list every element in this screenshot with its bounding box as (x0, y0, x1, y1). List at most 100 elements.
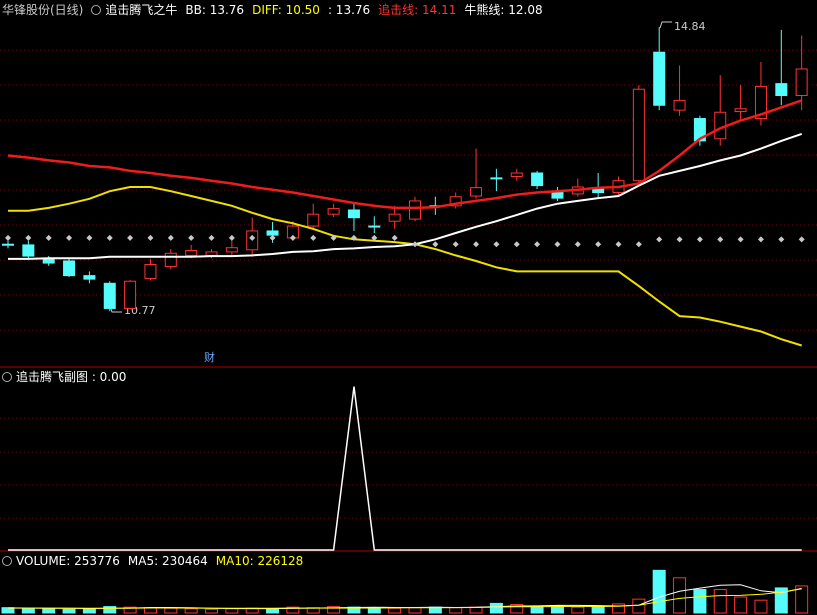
legend-item: 牛熊线: 12.08 (464, 3, 543, 17)
volume-bar (591, 606, 605, 614)
guides (0, 49, 817, 519)
dot (208, 234, 215, 241)
dot (656, 236, 663, 243)
volume-bar (408, 607, 422, 614)
volume-bar (713, 589, 727, 614)
high-label: 14.84 (674, 20, 706, 33)
volume-bar (388, 607, 402, 614)
dot (188, 234, 195, 241)
candle-body (510, 172, 523, 177)
dot (513, 241, 520, 248)
candle-body (103, 282, 116, 309)
volume-bar (82, 608, 96, 614)
indicator-line (8, 132, 803, 260)
dot (310, 234, 317, 241)
dot (330, 234, 337, 241)
candle-body (409, 200, 421, 220)
volume-bar (21, 607, 35, 614)
candle-body (653, 51, 666, 106)
candle-body (205, 251, 218, 256)
dot (86, 234, 93, 241)
dot (106, 234, 113, 241)
dot (371, 234, 378, 241)
dot (269, 234, 276, 241)
dot (45, 234, 52, 241)
candle-body (2, 243, 14, 246)
volume-header: VOLUME: 253776 MA5: 230464 MA10: 226128 (2, 554, 303, 568)
candle-body (63, 260, 76, 277)
indicator-name: 追击腾飞之牛 (105, 3, 178, 17)
annotation-arrow (659, 21, 672, 29)
signal-line (8, 386, 802, 551)
candle-body (388, 213, 401, 222)
candle-body (124, 280, 137, 309)
dot (228, 234, 235, 241)
dot (696, 236, 703, 243)
dot (574, 241, 581, 248)
candle-body (42, 258, 55, 264)
dot (432, 241, 439, 248)
dot (534, 241, 541, 248)
dot (167, 234, 174, 241)
dot (554, 241, 561, 248)
dot (778, 236, 785, 243)
candle-body (673, 99, 686, 111)
volume-bar (652, 569, 666, 614)
legend-item: BB: 13.76 (185, 3, 245, 17)
indicator-line (8, 186, 802, 347)
volume-bar (774, 587, 788, 614)
legend-item: VOLUME: 253776 (16, 554, 120, 568)
volume-bar (489, 602, 503, 614)
dot (452, 241, 459, 248)
dot (798, 236, 805, 243)
dot (737, 236, 744, 243)
dot (350, 234, 357, 241)
candle-body (470, 187, 483, 197)
dot (66, 234, 73, 241)
dot (473, 241, 480, 248)
candle-body (795, 68, 808, 96)
volume-bar (795, 585, 809, 614)
dot (717, 236, 724, 243)
dot (391, 234, 398, 241)
volume-bar (123, 606, 137, 614)
volume-bar (205, 608, 218, 614)
dot (757, 236, 764, 243)
volume-ma (7, 588, 802, 609)
main-header: 华锋股份(日线) 追击腾飞之牛 BB: 13.76 DIFF: 10.50: 13… (2, 3, 543, 17)
volume-bar (510, 603, 524, 614)
volume-bar (286, 606, 300, 614)
dot (676, 236, 683, 243)
legend-item: 追击线: 14.11 (378, 3, 457, 17)
finance-marker[interactable]: 财 (204, 350, 215, 364)
candle-body (734, 108, 747, 113)
dot (25, 234, 32, 241)
volume-bar (449, 607, 463, 614)
candle-body (327, 208, 340, 215)
candle-body (225, 247, 238, 253)
candle-body (83, 275, 96, 280)
candle-body (144, 263, 157, 279)
legend-item: MA5: 230464 (127, 554, 208, 568)
dot (289, 234, 296, 241)
menu-icon[interactable] (91, 5, 102, 15)
volume-bar (693, 589, 707, 614)
candle-body (490, 177, 503, 180)
dot (127, 234, 134, 241)
candle-body (307, 213, 320, 227)
legend-item: DIFF: 10.50 (252, 3, 320, 17)
menu-icon[interactable] (2, 556, 12, 566)
candle-body (632, 88, 645, 182)
menu-icon[interactable] (2, 372, 12, 382)
volume-bar (530, 606, 544, 614)
volume-bar (327, 606, 341, 614)
candle-body (714, 111, 727, 140)
candle-body (754, 85, 767, 120)
legend-item: : 13.76 (327, 3, 371, 17)
candle-body (185, 249, 198, 256)
volume-bar (164, 607, 178, 614)
candle-body (775, 83, 788, 96)
candle-body (164, 252, 177, 268)
volume-bar (754, 599, 768, 614)
